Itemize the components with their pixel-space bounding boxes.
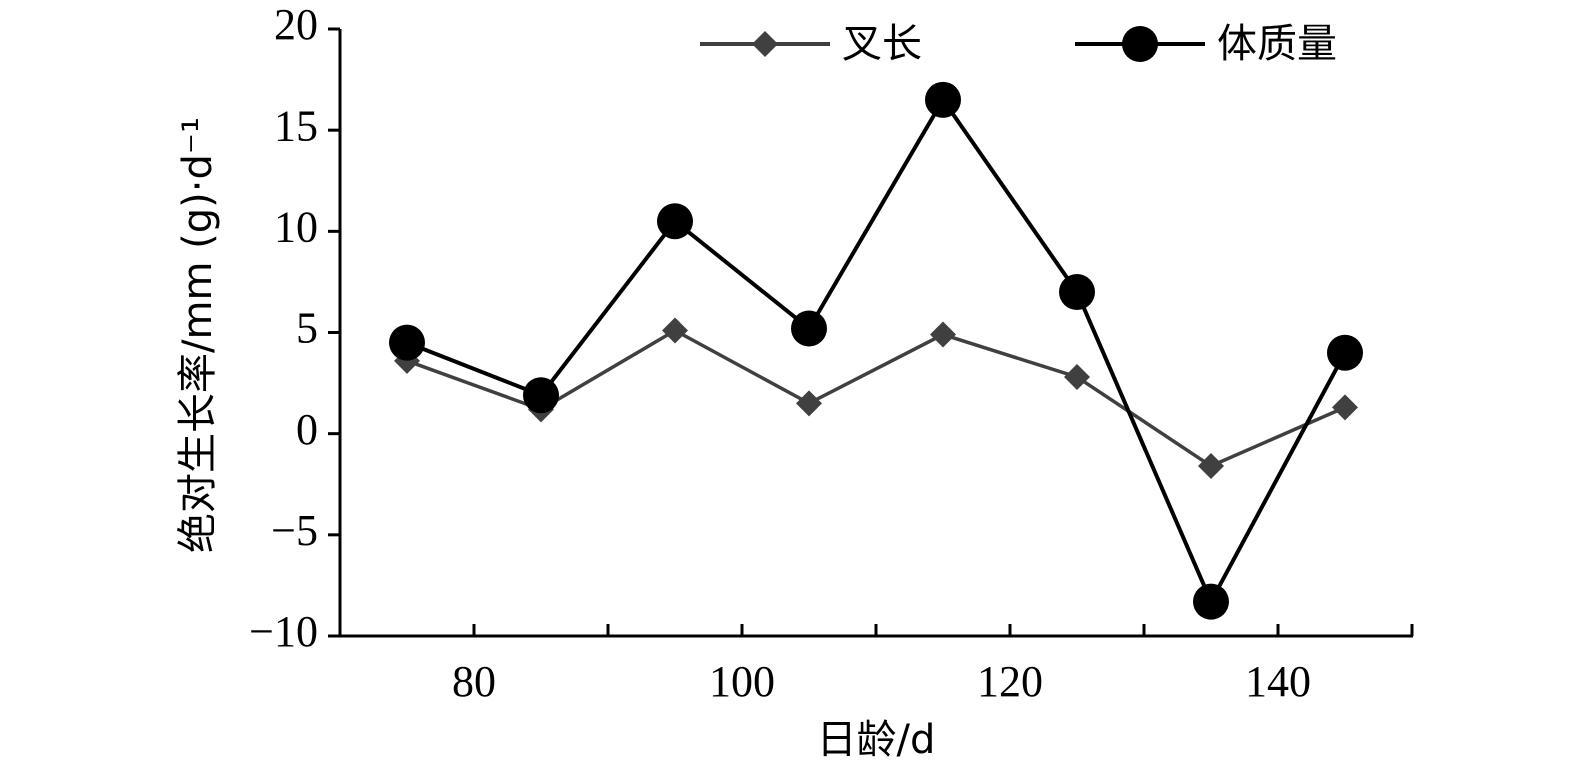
y-tick-label: −5 bbox=[271, 506, 318, 555]
y-tick-label: 0 bbox=[296, 405, 318, 454]
legend-marker bbox=[1122, 26, 1158, 62]
data-point bbox=[925, 81, 961, 118]
y-tick-label: 5 bbox=[296, 304, 318, 353]
y-tick-label: 20 bbox=[274, 0, 318, 49]
series-line bbox=[406, 96, 1347, 607]
data-point bbox=[930, 321, 956, 348]
x-tick-label: 140 bbox=[1245, 657, 1311, 706]
data-point bbox=[791, 310, 827, 347]
data-point bbox=[657, 203, 693, 240]
data-point bbox=[1193, 583, 1229, 620]
data-point bbox=[1198, 453, 1224, 480]
y-tick-label: 15 bbox=[274, 101, 318, 150]
legend-label: 叉长 bbox=[842, 21, 922, 67]
series-line bbox=[406, 328, 1346, 469]
y-axis-label: 绝对生长率/mm (g)·d⁻¹ bbox=[175, 117, 221, 553]
data-point bbox=[1327, 334, 1363, 371]
x-tick-label: 120 bbox=[977, 657, 1043, 706]
data-point bbox=[523, 377, 559, 414]
data-point bbox=[1059, 274, 1095, 311]
data-point bbox=[1332, 394, 1358, 421]
data-point bbox=[1064, 364, 1090, 391]
data-point bbox=[662, 317, 688, 344]
x-tick-label: 80 bbox=[452, 657, 496, 706]
data-point bbox=[389, 324, 425, 361]
x-tick-label: 100 bbox=[709, 657, 775, 706]
legend-marker bbox=[752, 31, 778, 57]
x-axis-label: 日龄/d bbox=[817, 717, 936, 763]
legend-label: 体质量 bbox=[1217, 21, 1337, 67]
y-tick-label: 10 bbox=[274, 202, 318, 251]
data-point bbox=[796, 390, 822, 417]
y-tick-label: −10 bbox=[249, 607, 318, 656]
